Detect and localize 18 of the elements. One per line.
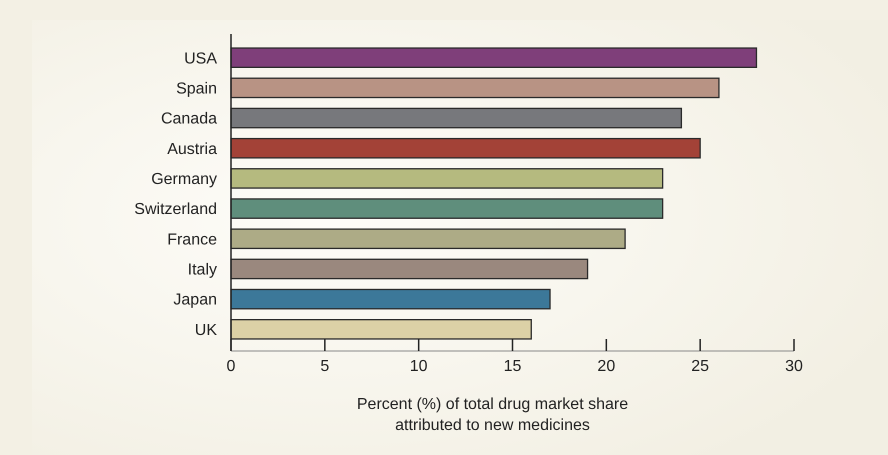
y-tick-label: USA — [184, 50, 218, 68]
y-tick-label: Italy — [188, 262, 217, 279]
y-tick-label: Switzerland — [134, 201, 217, 218]
x-tick-label: 5 — [320, 358, 330, 375]
x-tick-label: 20 — [597, 358, 616, 375]
y-tick-label: UK — [194, 322, 218, 339]
y-tick-label: Canada — [160, 110, 218, 128]
x-tick-label: 25 — [691, 358, 710, 375]
y-tick-label: France — [167, 231, 218, 248]
y-tick-label: Germany — [151, 171, 217, 188]
x-tick-label: 15 — [504, 358, 522, 375]
y-tick-label: Austria — [167, 140, 218, 158]
x-axis-title: Percent (%) of total drug market share attributed to new medicines — [356, 396, 628, 434]
x-tick-label: 30 — [785, 358, 803, 375]
x-tick-label: 0 — [226, 358, 236, 375]
y-tick-label: Spain — [176, 80, 217, 98]
x-tick-label: 10 — [410, 358, 428, 375]
y-tick-label: Japan — [173, 292, 217, 309]
